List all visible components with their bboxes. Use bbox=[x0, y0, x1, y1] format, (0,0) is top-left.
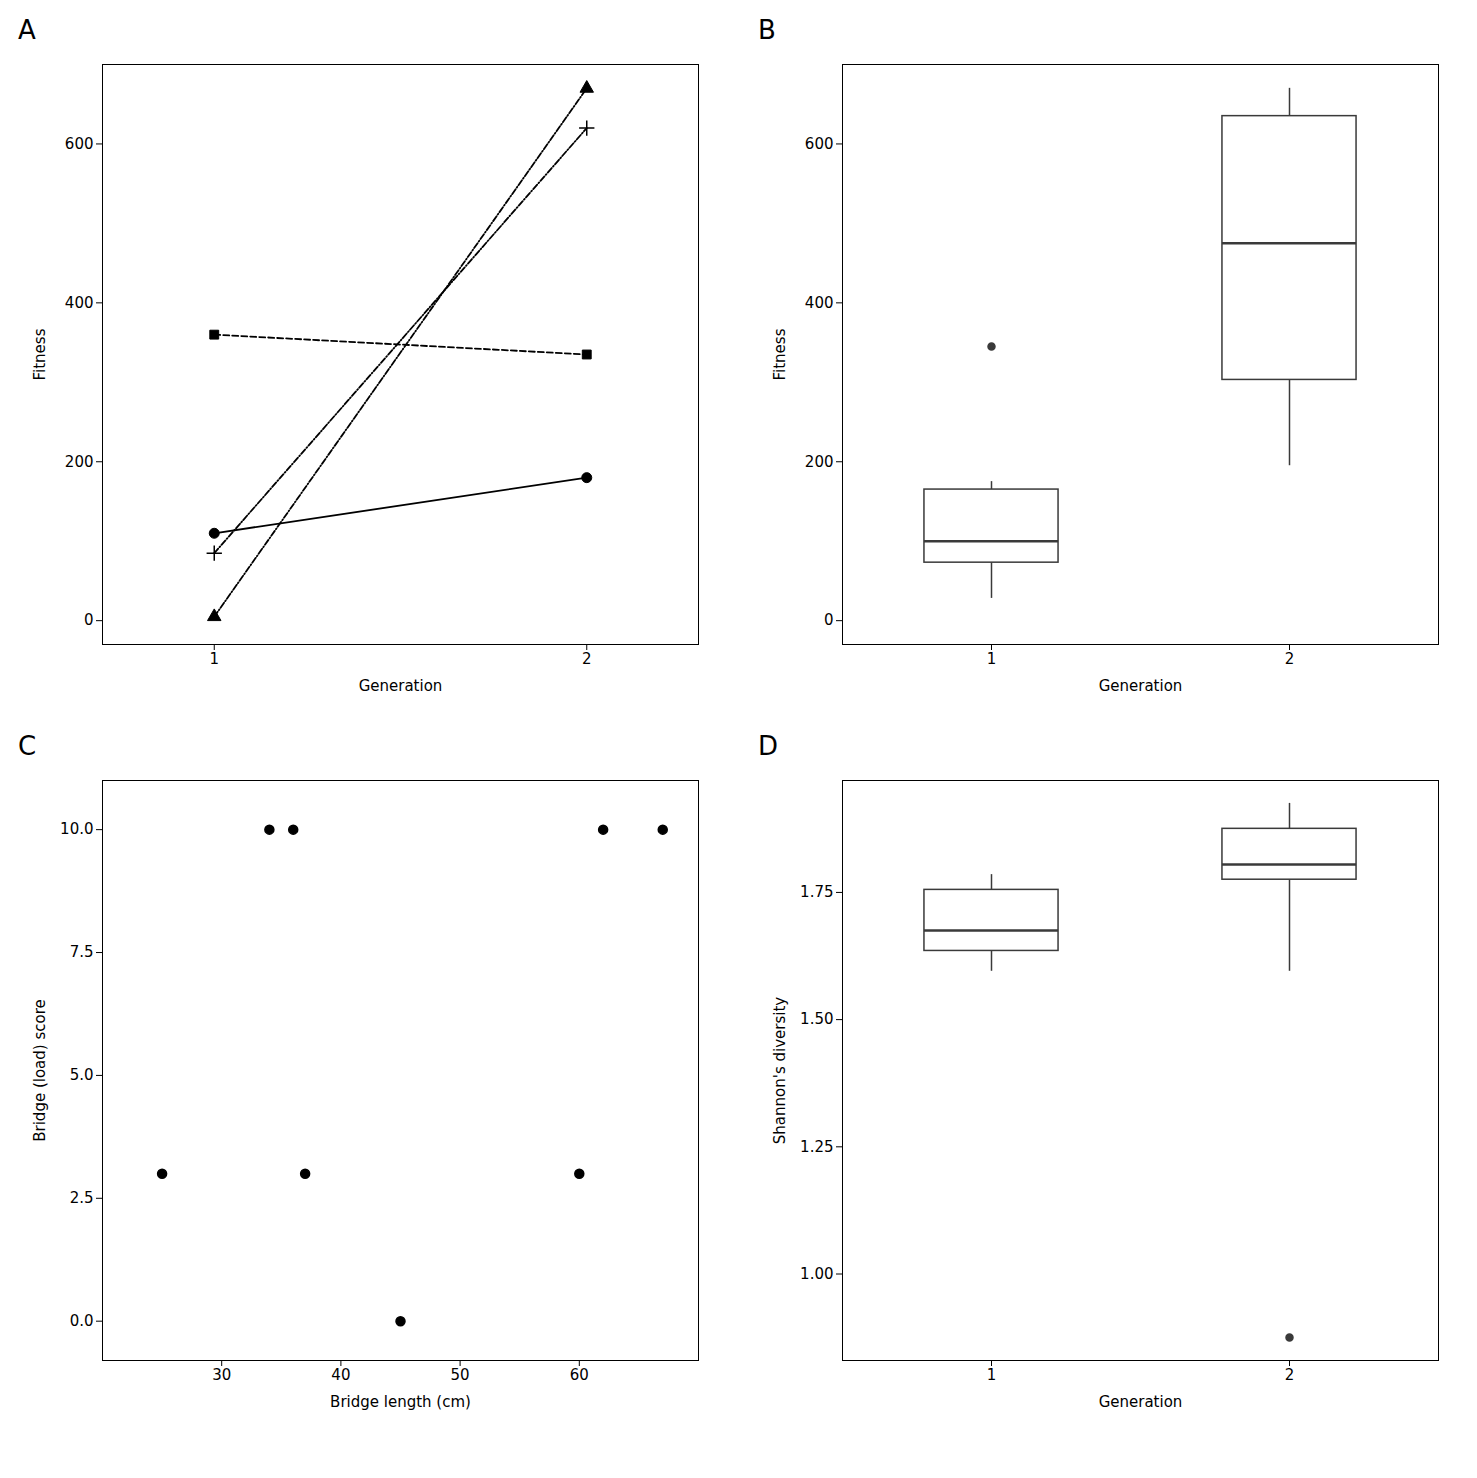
svg-text:Generation: Generation bbox=[1099, 1393, 1183, 1411]
svg-text:Generation: Generation bbox=[359, 677, 443, 695]
svg-text:2.5: 2.5 bbox=[70, 1189, 94, 1207]
svg-text:1.75: 1.75 bbox=[800, 883, 833, 901]
svg-text:7.5: 7.5 bbox=[70, 943, 94, 961]
svg-text:200: 200 bbox=[65, 453, 94, 471]
html-text:C: C bbox=[18, 731, 37, 761]
svg-text:10.0: 10.0 bbox=[60, 820, 93, 838]
svg-text:1: 1 bbox=[209, 650, 219, 668]
svg-text:2: 2 bbox=[582, 650, 592, 668]
svg-text:Bridge length (cm): Bridge length (cm) bbox=[330, 1393, 471, 1411]
svg-text:0: 0 bbox=[824, 611, 834, 629]
svg-text:200: 200 bbox=[805, 453, 834, 471]
html-text:A: A bbox=[18, 15, 36, 45]
svg-text:400: 400 bbox=[65, 294, 94, 312]
svg-text:2: 2 bbox=[1285, 1366, 1295, 1384]
svg-text:0: 0 bbox=[84, 611, 94, 629]
svg-text:Fitness: Fitness bbox=[771, 328, 789, 380]
html-text:D: D bbox=[758, 731, 778, 761]
svg-text:50: 50 bbox=[451, 1366, 470, 1384]
svg-text:1: 1 bbox=[987, 650, 997, 668]
svg-text:Bridge (load) score: Bridge (load) score bbox=[31, 999, 49, 1142]
svg-text:1.25: 1.25 bbox=[800, 1138, 833, 1156]
svg-text:Fitness: Fitness bbox=[31, 328, 49, 380]
svg-text:30: 30 bbox=[212, 1366, 231, 1384]
svg-text:Generation: Generation bbox=[1099, 677, 1183, 695]
svg-text:0.0: 0.0 bbox=[70, 1312, 94, 1330]
svg-text:1: 1 bbox=[987, 1366, 997, 1384]
svg-text:1.50: 1.50 bbox=[800, 1010, 833, 1028]
svg-text:1.00: 1.00 bbox=[800, 1265, 833, 1283]
svg-text:2: 2 bbox=[1285, 650, 1295, 668]
svg-text:40: 40 bbox=[331, 1366, 350, 1384]
svg-text:5.0: 5.0 bbox=[70, 1066, 94, 1084]
svg-text:Shannon's diversity: Shannon's diversity bbox=[771, 997, 789, 1144]
svg-text:600: 600 bbox=[65, 135, 94, 153]
svg-text:400: 400 bbox=[805, 294, 834, 312]
svg-text:600: 600 bbox=[805, 135, 834, 153]
html-text:B: B bbox=[758, 15, 776, 45]
svg-text:60: 60 bbox=[570, 1366, 589, 1384]
